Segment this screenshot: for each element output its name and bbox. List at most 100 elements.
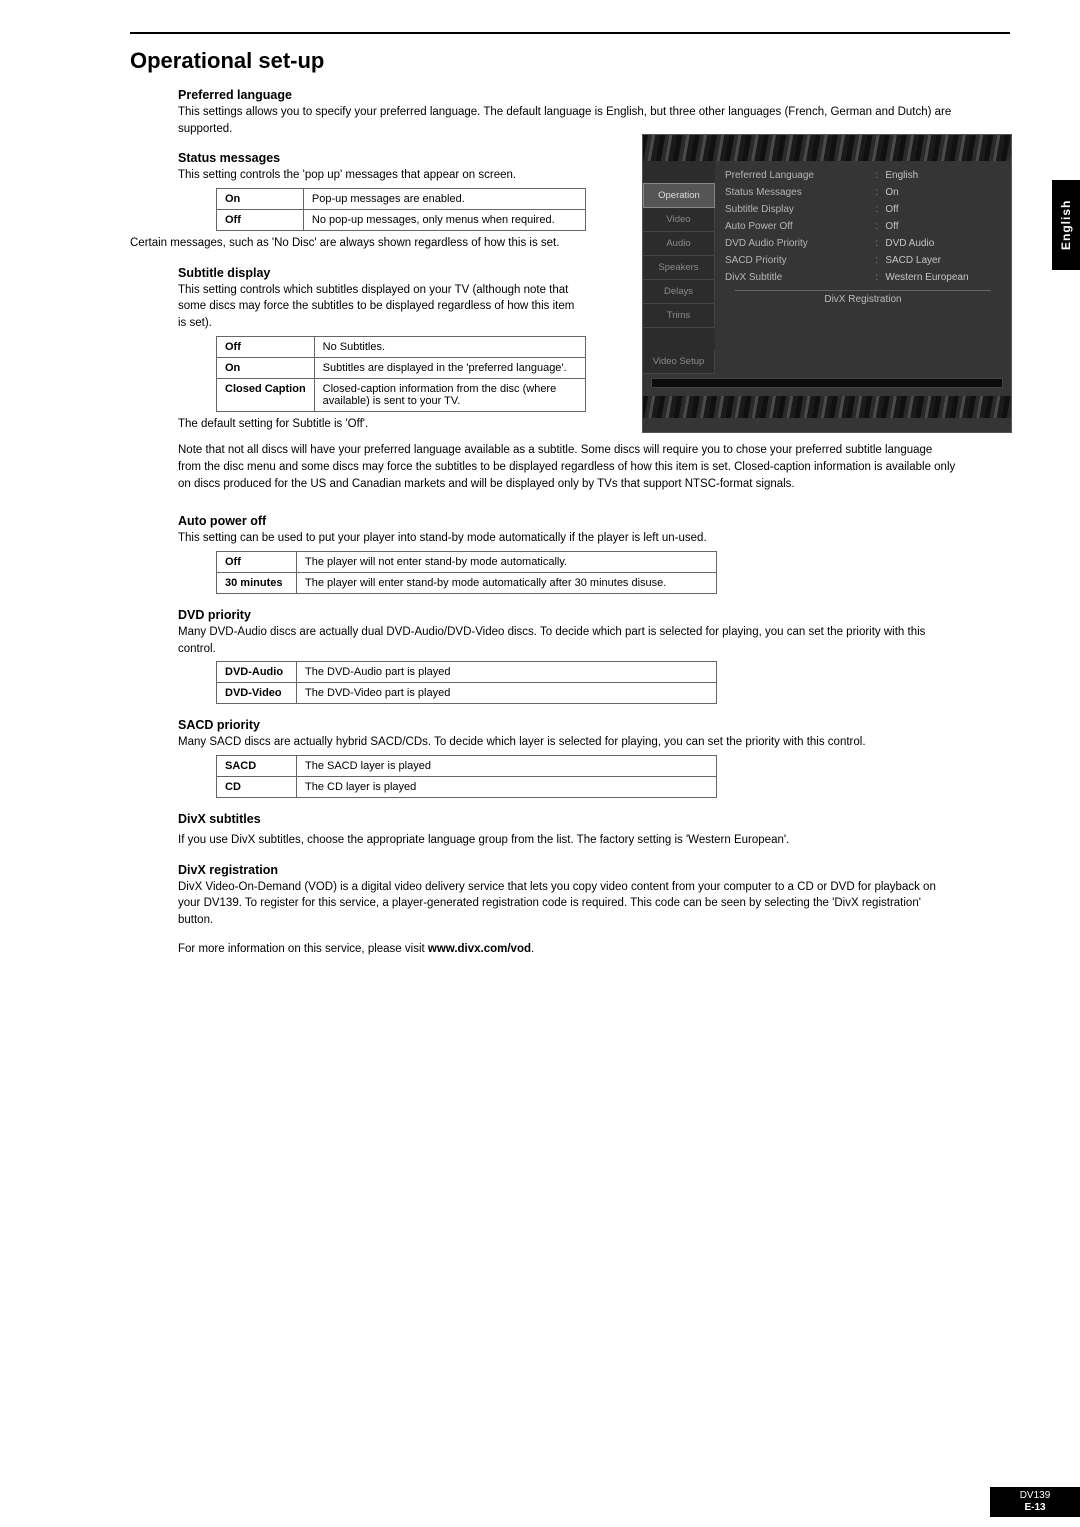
text-status-intro: This setting controls the 'pop up' messa… bbox=[178, 167, 578, 184]
opt-val: Closed-caption information from the disc… bbox=[314, 378, 585, 411]
opt-val: Subtitles are displayed in the 'preferre… bbox=[314, 357, 585, 378]
table-row: On Pop-up messages are enabled. bbox=[217, 189, 586, 210]
page-footer: DV139 E-13 bbox=[990, 1487, 1080, 1517]
text-divx-reg-2: For more information on this service, pl… bbox=[178, 941, 958, 958]
table-row: DVD-Audio The DVD-Audio part is played bbox=[217, 662, 717, 683]
osd-top-strip bbox=[643, 135, 1011, 161]
osd-sep: : bbox=[875, 187, 885, 198]
osd-menu-operation[interactable]: Operation bbox=[643, 183, 715, 208]
osd-menu-video-setup[interactable]: Video Setup bbox=[643, 350, 715, 374]
table-row: Off The player will not enter stand-by m… bbox=[217, 552, 717, 573]
table-row: Off No pop-up messages, only menus when … bbox=[217, 210, 586, 231]
osd-value[interactable]: English bbox=[885, 170, 1001, 181]
opt-val: No Subtitles. bbox=[314, 336, 585, 357]
footer-model: DV139 bbox=[1020, 1490, 1051, 1501]
opt-key: 30 minutes bbox=[217, 573, 297, 594]
table-subtitle-display: Off No Subtitles. On Subtitles are displ… bbox=[216, 336, 586, 412]
table-row: CD The CD layer is played bbox=[217, 777, 717, 798]
opt-key: DVD-Video bbox=[217, 683, 297, 704]
divx-link: www.divx.com/vod bbox=[428, 943, 531, 955]
osd-sep: : bbox=[875, 221, 885, 232]
osd-menu-audio[interactable]: Audio bbox=[643, 232, 715, 256]
opt-key: Off bbox=[217, 210, 304, 231]
opt-val: The player will not enter stand-by mode … bbox=[297, 552, 717, 573]
opt-key: SACD bbox=[217, 756, 297, 777]
osd-divx-registration[interactable]: DivX Registration bbox=[735, 290, 991, 308]
opt-key: On bbox=[217, 357, 315, 378]
text-divx-reg-1: DivX Video-On-Demand (VOD) is a digital … bbox=[178, 879, 958, 929]
text-apo-intro: This setting can be used to put your pla… bbox=[178, 530, 958, 547]
text-subtitle-longnote: Note that not all discs will have your p… bbox=[178, 442, 958, 492]
opt-val: The CD layer is played bbox=[297, 777, 717, 798]
osd-row: DVD Audio Priority:DVD Audio bbox=[725, 235, 1001, 252]
osd-row: SACD Priority:SACD Layer bbox=[725, 252, 1001, 269]
table-row: Closed Caption Closed-caption informatio… bbox=[217, 378, 586, 411]
osd-menu-video[interactable]: Video bbox=[643, 208, 715, 232]
page-title: Operational set-up bbox=[130, 48, 1010, 74]
osd-label: SACD Priority bbox=[725, 255, 875, 266]
osd-label: Status Messages bbox=[725, 187, 875, 198]
osd-sep: : bbox=[875, 170, 885, 181]
osd-value[interactable]: SACD Layer bbox=[885, 255, 1001, 266]
table-row: 30 minutes The player will enter stand-b… bbox=[217, 573, 717, 594]
opt-key: Off bbox=[217, 336, 315, 357]
heading-divx-subtitles: DivX subtitles bbox=[178, 812, 958, 826]
osd-value[interactable]: On bbox=[885, 187, 1001, 198]
osd-sep: : bbox=[875, 272, 885, 283]
heading-divx-registration: DivX registration bbox=[178, 863, 958, 877]
osd-sep: : bbox=[875, 255, 885, 266]
osd-row: Auto Power Off:Off bbox=[725, 218, 1001, 235]
osd-value[interactable]: Western European bbox=[885, 272, 1001, 283]
opt-val: The SACD layer is played bbox=[297, 756, 717, 777]
osd-black-bar bbox=[651, 378, 1003, 388]
table-auto-power-off: Off The player will not enter stand-by m… bbox=[216, 551, 717, 594]
osd-menu-delays[interactable]: Delays bbox=[643, 280, 715, 304]
opt-val: The DVD-Audio part is played bbox=[297, 662, 717, 683]
table-row: SACD The SACD layer is played bbox=[217, 756, 717, 777]
osd-bottom-strip bbox=[643, 396, 1011, 418]
osd-row: Status Messages:On bbox=[725, 184, 1001, 201]
text-span: For more information on this service, pl… bbox=[178, 943, 428, 955]
osd-value[interactable]: Off bbox=[885, 204, 1001, 215]
text-sacd-intro: Many SACD discs are actually hybrid SACD… bbox=[178, 734, 958, 751]
text-preferred-language: This settings allows you to specify your… bbox=[178, 104, 958, 137]
opt-key: DVD-Audio bbox=[217, 662, 297, 683]
text-span: . bbox=[531, 943, 534, 955]
osd-label: Subtitle Display bbox=[725, 204, 875, 215]
opt-key: Closed Caption bbox=[217, 378, 315, 411]
opt-val: The DVD-Video part is played bbox=[297, 683, 717, 704]
text-subtitle-intro: This setting controls which subtitles di… bbox=[178, 282, 578, 332]
table-row: Off No Subtitles. bbox=[217, 336, 586, 357]
osd-label: DivX Subtitle bbox=[725, 272, 875, 283]
osd-row: DivX Subtitle:Western European bbox=[725, 269, 1001, 286]
osd-settings: Preferred Language:English Status Messag… bbox=[715, 161, 1011, 374]
footer-page: E-13 bbox=[1024, 1502, 1045, 1513]
osd-value[interactable]: DVD Audio bbox=[885, 238, 1001, 249]
opt-key: CD bbox=[217, 777, 297, 798]
heading-auto-power-off: Auto power off bbox=[178, 514, 958, 528]
opt-key: Off bbox=[217, 552, 297, 573]
text-dvd-intro: Many DVD-Audio discs are actually dual D… bbox=[178, 624, 958, 657]
text-status-note: Certain messages, such as 'No Disc' are … bbox=[130, 235, 578, 252]
osd-menu: Operation Video Audio Speakers Delays Tr… bbox=[643, 161, 715, 374]
osd-value[interactable]: Off bbox=[885, 221, 1001, 232]
osd-label: DVD Audio Priority bbox=[725, 238, 875, 249]
language-tab: English bbox=[1052, 180, 1080, 270]
table-dvd-priority: DVD-Audio The DVD-Audio part is played D… bbox=[216, 661, 717, 704]
text-divx-subtitles: If you use DivX subtitles, choose the ap… bbox=[178, 832, 958, 849]
table-row: On Subtitles are displayed in the 'prefe… bbox=[217, 357, 586, 378]
osd-menu-speakers[interactable]: Speakers bbox=[643, 256, 715, 280]
table-row: DVD-Video The DVD-Video part is played bbox=[217, 683, 717, 704]
opt-val: The player will enter stand-by mode auto… bbox=[297, 573, 717, 594]
osd-sep: : bbox=[875, 238, 885, 249]
osd-label: Auto Power Off bbox=[725, 221, 875, 232]
osd-menu-trims[interactable]: Trims bbox=[643, 304, 715, 328]
osd-sep: : bbox=[875, 204, 885, 215]
osd-row: Preferred Language:English bbox=[725, 167, 1001, 184]
opt-key: On bbox=[217, 189, 304, 210]
heading-sacd-priority: SACD priority bbox=[178, 718, 958, 732]
table-status-messages: On Pop-up messages are enabled. Off No p… bbox=[216, 188, 586, 231]
opt-val: No pop-up messages, only menus when requ… bbox=[303, 210, 585, 231]
osd-label: Preferred Language bbox=[725, 170, 875, 181]
osd-row: Subtitle Display:Off bbox=[725, 201, 1001, 218]
